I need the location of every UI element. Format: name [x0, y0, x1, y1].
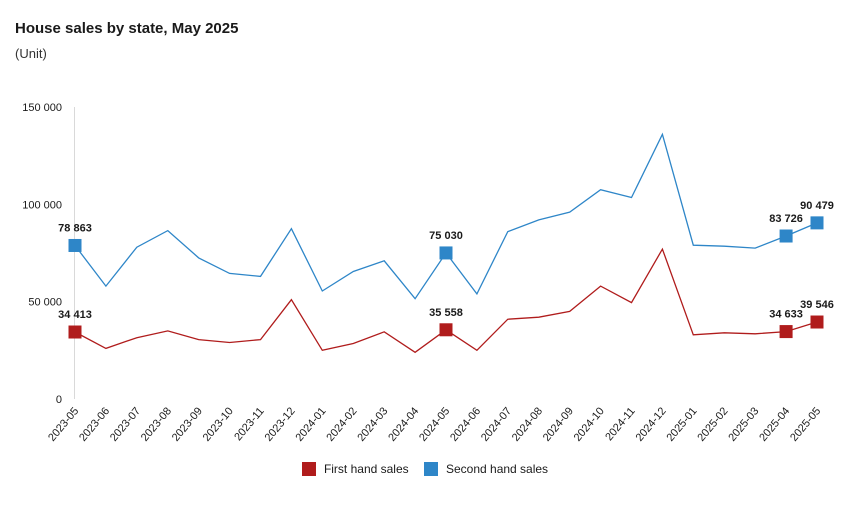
x-tick-label: 2024-09 [541, 405, 576, 444]
x-tick-label: 2023-06 [77, 405, 112, 444]
data-marker [68, 325, 82, 339]
data-label: 90 479 [800, 200, 834, 212]
legend-label-second-hand: Second hand sales [445, 462, 549, 476]
chart-lines [74, 132, 818, 354]
y-tick-label: 150 000 [22, 102, 62, 114]
x-tick-label: 2024-01 [293, 405, 328, 444]
x-tick-label: 2025-04 [757, 405, 792, 444]
x-tick-label: 2023-08 [139, 405, 174, 444]
data-label: 83 726 [769, 213, 803, 225]
data-marker [810, 315, 824, 329]
chart-title: House sales by state, May 2025 [15, 20, 239, 37]
x-tick-label: 2024-11 [603, 405, 638, 443]
x-tick-label: 2024-02 [324, 405, 359, 444]
data-label: 39 546 [800, 299, 834, 311]
series-line-1 [74, 132, 818, 300]
data-marker [68, 238, 82, 252]
data-marker [779, 229, 793, 243]
x-tick-label: 2023-07 [108, 405, 143, 444]
legend-item-first-hand[interactable]: First hand sales [301, 462, 409, 476]
legend-swatch-second-hand [423, 462, 438, 476]
y-tick-label: 0 [56, 394, 62, 406]
x-tick-label: 2024-03 [355, 405, 390, 444]
x-tick-label: 2024-12 [634, 405, 669, 444]
x-tick-label: 2024-10 [572, 405, 607, 444]
y-tick-label: 100 000 [22, 199, 62, 211]
data-label: 78 863 [58, 222, 92, 234]
legend-item-second-hand[interactable]: Second hand sales [423, 462, 549, 476]
data-label: 34 413 [58, 309, 92, 321]
x-tick-label: 2024-07 [479, 405, 514, 444]
chart-markers [68, 216, 824, 339]
x-tick-label: 2023-09 [170, 405, 205, 444]
data-label: 35 558 [429, 307, 463, 319]
x-tick-label: 2025-02 [695, 405, 730, 444]
data-marker [439, 323, 453, 337]
x-tick-label: 2025-05 [788, 405, 823, 444]
x-tick-label: 2024-05 [417, 405, 452, 444]
x-tick-label: 2023-10 [201, 405, 236, 444]
x-tick-label: 2023-11 [232, 405, 267, 443]
data-label: 75 030 [429, 230, 463, 242]
x-tick-label: 2025-01 [664, 405, 699, 444]
x-tick-label: 2024-08 [510, 405, 545, 444]
legend-swatch-first-hand [301, 462, 316, 476]
chart-subtitle: (Unit) [15, 46, 47, 61]
x-tick-label: 2024-04 [386, 405, 421, 444]
data-marker [439, 246, 453, 260]
legend-label-first-hand: First hand sales [323, 462, 409, 476]
y-tick-label: 50 000 [28, 297, 62, 309]
x-tick-label: 2023-05 [46, 405, 81, 444]
series-line-0 [74, 247, 818, 354]
x-tick-label: 2025-03 [726, 405, 761, 444]
x-tick-label: 2024-06 [448, 405, 483, 444]
data-marker [810, 216, 824, 230]
data-label: 34 633 [769, 309, 803, 321]
x-tick-label: 2023-12 [263, 405, 298, 444]
chart-legend: First hand sales Second hand sales [0, 462, 850, 479]
data-marker [779, 325, 793, 339]
